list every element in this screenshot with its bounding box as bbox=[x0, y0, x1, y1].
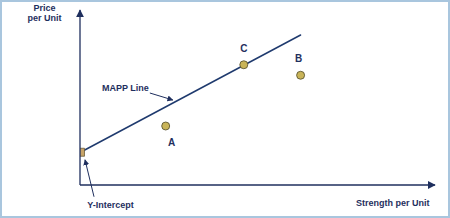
svg-text:C: C bbox=[240, 43, 247, 54]
svg-text:A: A bbox=[168, 137, 175, 148]
svg-text:Priceper Unit: Priceper Unit bbox=[27, 3, 61, 22]
svg-text:B: B bbox=[295, 53, 302, 64]
svg-text:Strength per Unit: Strength per Unit bbox=[356, 198, 430, 208]
svg-text:MAPP Line: MAPP Line bbox=[102, 83, 149, 93]
svg-text:Y-Intercept: Y-Intercept bbox=[87, 200, 134, 210]
